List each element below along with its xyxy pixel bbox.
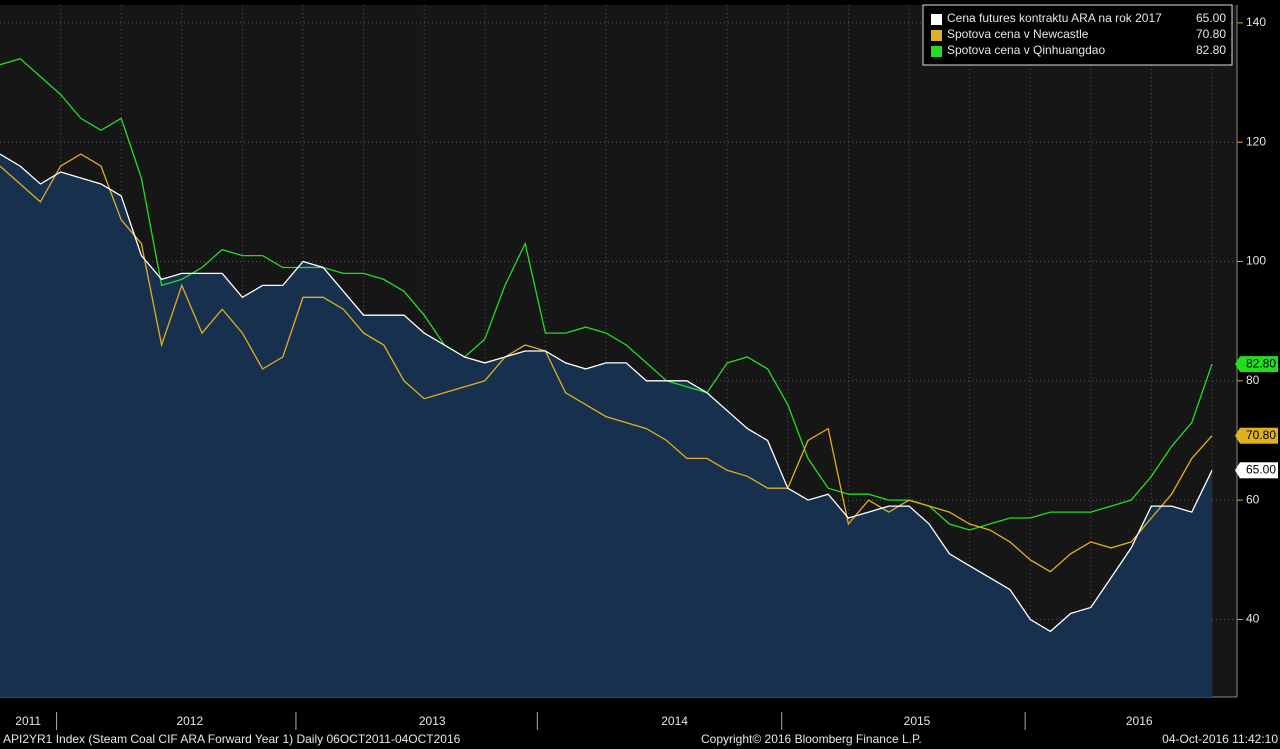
legend: Cena futures kontraktu ARA na rok 2017 65… [922,4,1233,66]
footer-right: 04-Oct-2016 11:42:10 [1162,732,1278,746]
axes: 40 60 80 100 120 140 2011 2012 2013 2014 2015 2016 8… [15,15,1278,730]
x-tick-label: 2013 [419,714,446,728]
legend-value: 82.80 [1196,43,1226,57]
area [0,154,1212,698]
last-value-tag [1240,462,1278,479]
y-tick-label: 140 [1246,15,1266,29]
legend-value: 70.80 [1196,27,1226,41]
last-value-tag [1240,427,1278,444]
last-value-tag-arrow [1235,427,1240,444]
legend-box [922,4,1233,66]
footer-center: Copyright© 2016 Bloomberg Finance L.P. [701,732,922,746]
last-value-tag-arrow [1235,462,1240,479]
y-tick-label: 100 [1246,254,1266,268]
legend-swatch [931,14,942,25]
line [0,153,1213,573]
legend-label: Spotova cena v Qinhuangdao [947,43,1105,57]
legend-swatch [931,30,942,41]
legend-label: Spotova cena v Newcastle [947,27,1089,41]
last-value-label: 82.80 [1246,356,1276,370]
legend-label: Cena futures kontraktu ARA na rok 2017 [947,11,1162,25]
last-value-label: 70.80 [1246,428,1276,442]
last-value-tag-arrow [1235,356,1240,373]
y-tick-label: 60 [1246,492,1260,506]
line [0,153,1213,633]
footer-left: API2YR1 Index (Steam Coal CIF ARA Forwar… [3,732,461,746]
plot [0,57,1213,698]
x-tick-label: 2014 [661,714,688,728]
legend-value: 65.00 [1196,11,1226,25]
line [0,57,1213,531]
y-tick-label: 40 [1246,612,1260,626]
y-tick-label: 80 [1246,373,1260,387]
x-tick-label: 2011 [15,714,41,728]
x-tick-label: 2015 [904,714,931,728]
x-tick-label: 2016 [1126,714,1153,728]
x-tick-label: 2012 [176,714,203,728]
last-value-tag [1240,356,1278,373]
y-tick-label: 120 [1246,134,1266,148]
legend-swatch [931,46,942,57]
last-value-label: 65.00 [1246,462,1276,476]
